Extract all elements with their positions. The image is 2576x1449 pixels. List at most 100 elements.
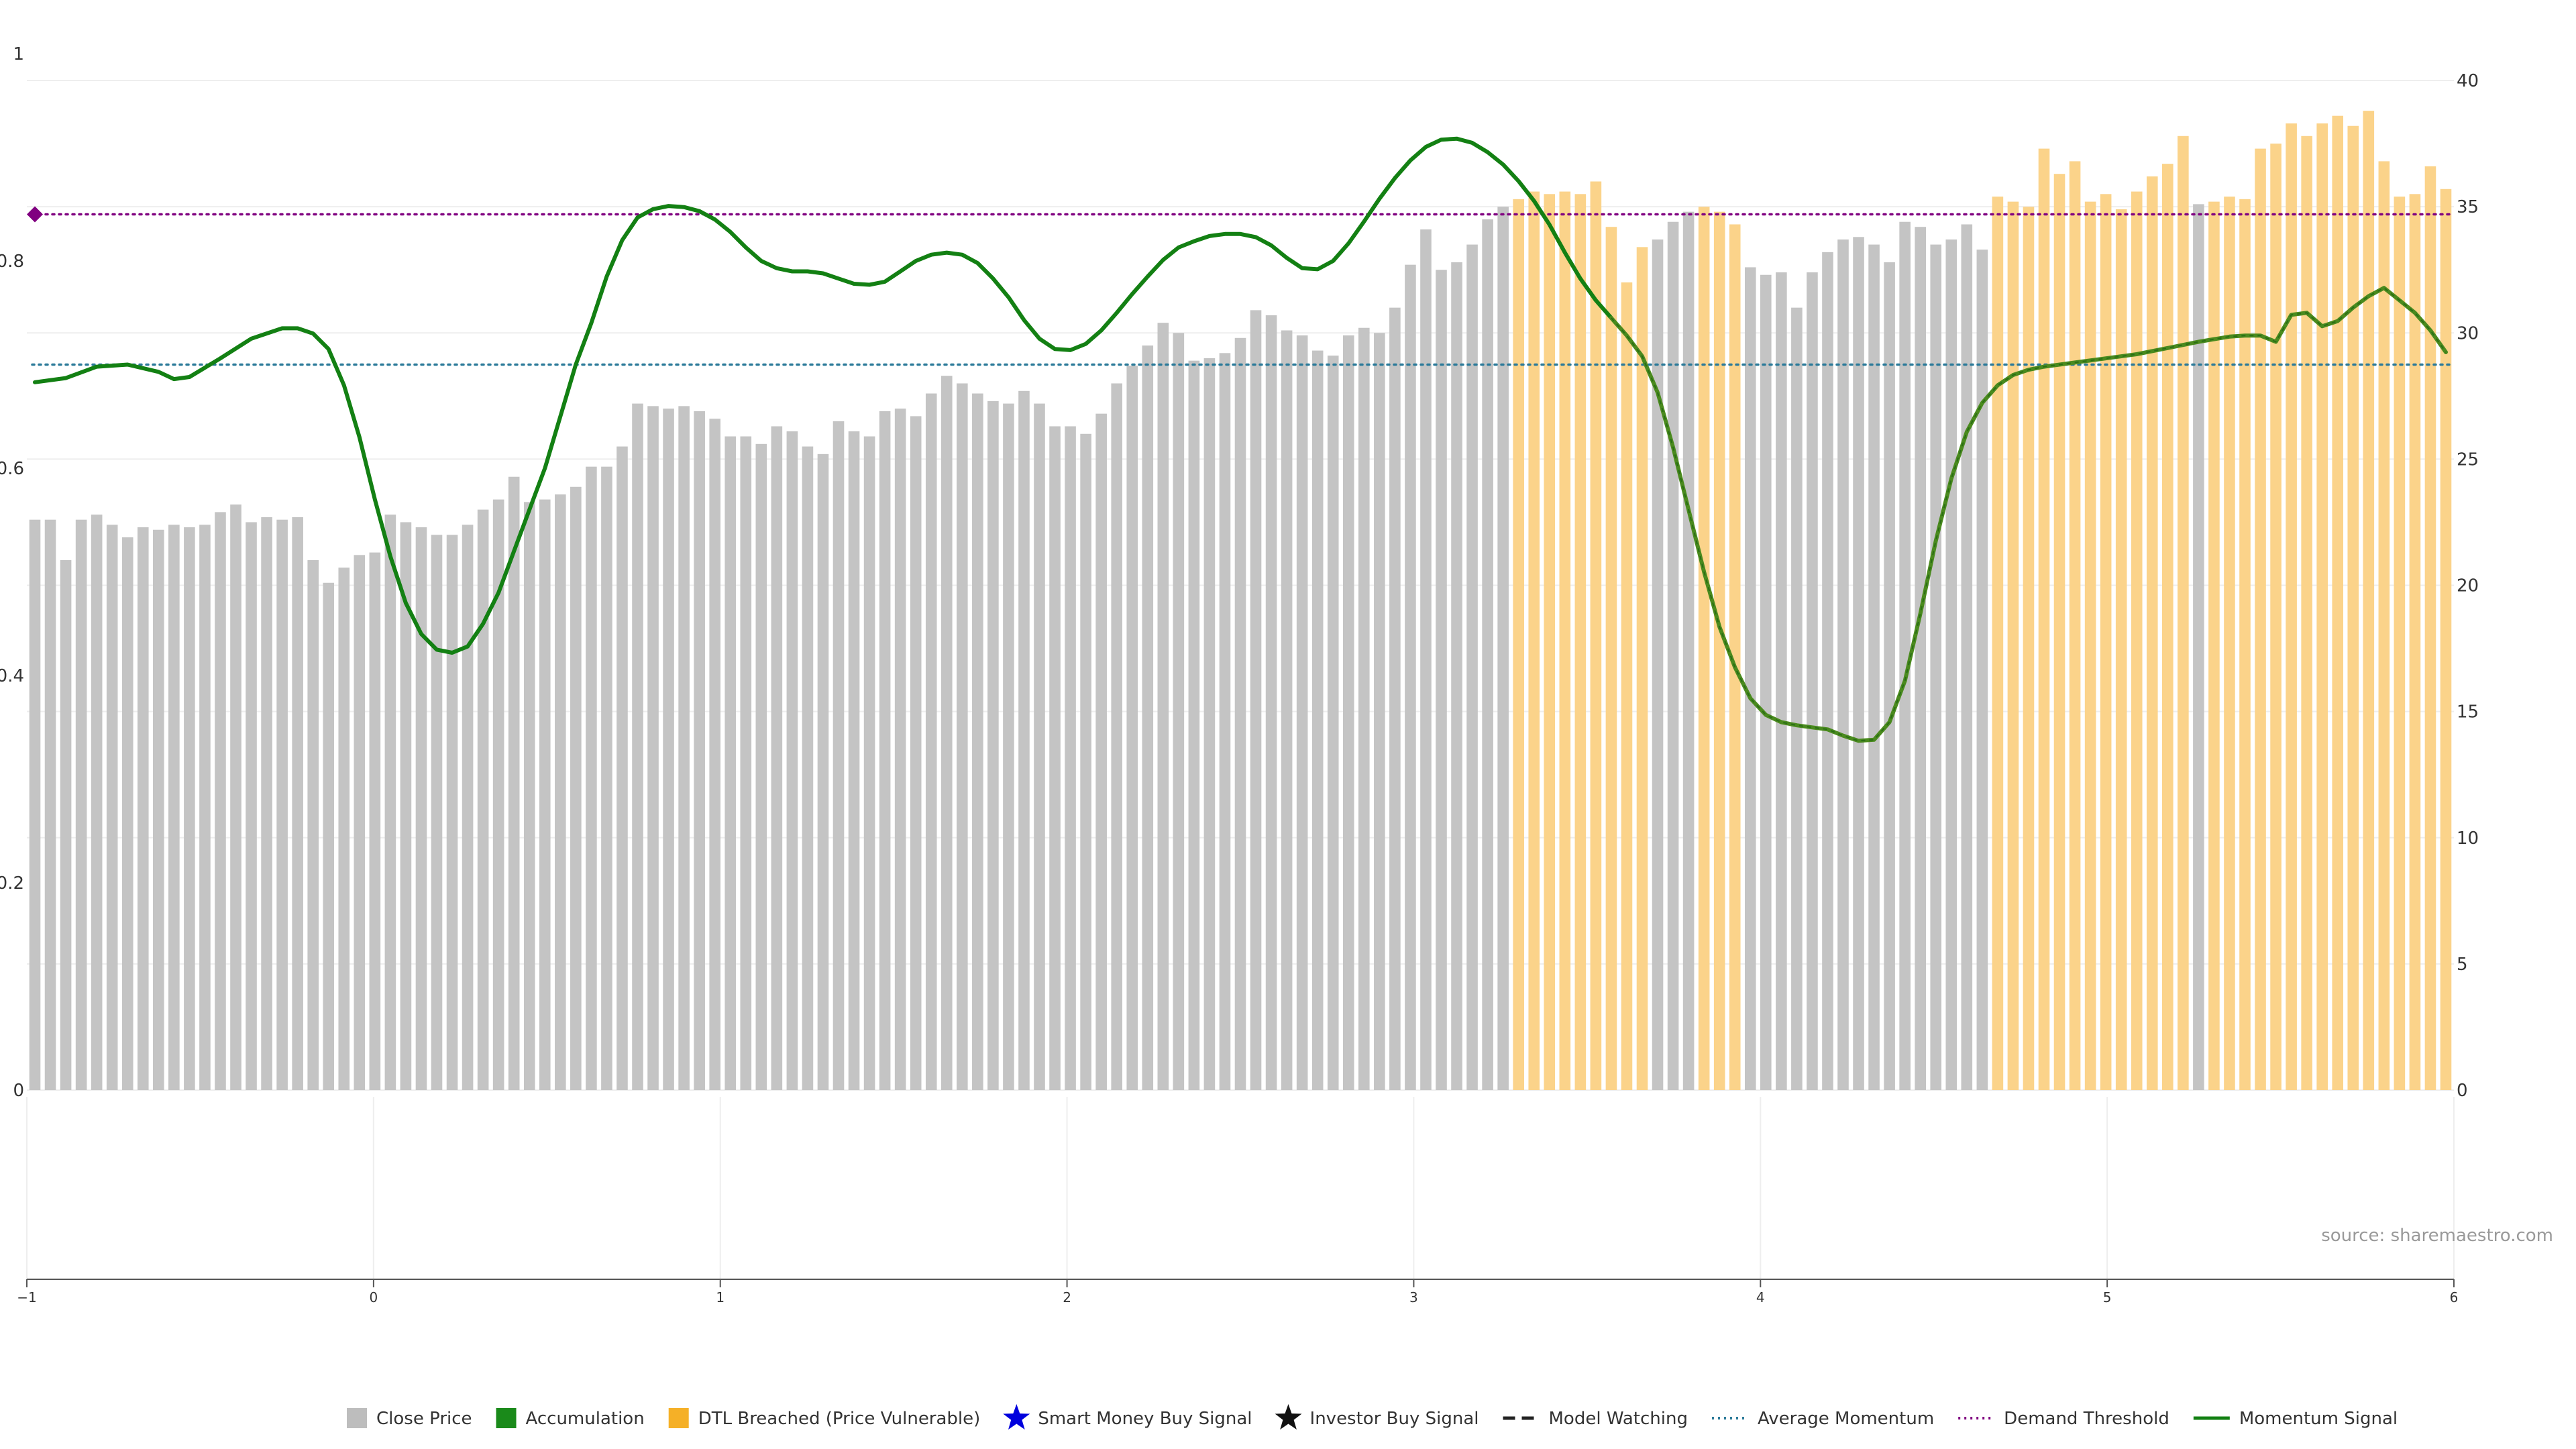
source-credit: source: sharemaestro.com: [2321, 1226, 2553, 1246]
legend: Close Price Accumulation DTL Breached (Pri…: [347, 1404, 2398, 1430]
close-price-bars: [29, 111, 2452, 1091]
left-axis-tick-label: 1: [13, 44, 24, 64]
bar-close-price: [1250, 310, 1262, 1090]
bar-dtl-breached: [2007, 201, 2019, 1091]
bar-close-price: [246, 522, 257, 1090]
bar-close-price: [307, 559, 319, 1091]
bar-close-price: [1111, 383, 1122, 1090]
bar-close-price: [508, 476, 520, 1090]
bar-dtl-breached: [2146, 176, 2158, 1091]
bar-close-price: [1667, 221, 1679, 1091]
bar-close-price: [740, 436, 752, 1090]
x-axis-tick-label: 5: [2103, 1289, 2112, 1305]
bar-close-price: [925, 393, 937, 1090]
bar-close-price: [1003, 403, 1014, 1090]
bar-close-price: [833, 421, 845, 1090]
bar-close-price: [431, 535, 443, 1090]
x-axis-tick-label: 0: [369, 1289, 378, 1305]
bar-close-price: [1776, 272, 1787, 1091]
bar-close-price: [601, 466, 612, 1090]
legend-item: DTL Breached (Price Vulnerable): [668, 1408, 981, 1429]
bar-dtl-breached: [2332, 115, 2344, 1090]
bar-close-price: [60, 559, 72, 1091]
model-watching-overlay: [1611, 287, 2447, 742]
bar-close-price: [1034, 403, 1045, 1090]
bar-dtl-breached: [2286, 123, 2297, 1091]
bar-close-price: [1884, 262, 1895, 1090]
bar-close-price: [1018, 390, 1030, 1090]
bar-close-price: [462, 525, 474, 1090]
bar-close-price: [1744, 267, 1756, 1090]
bar-dtl-breached: [2301, 136, 2312, 1090]
bar-close-price: [1853, 237, 1864, 1090]
bar-close-price: [2193, 204, 2204, 1090]
bar-close-price: [1173, 333, 1185, 1090]
bar-close-price: [354, 555, 366, 1090]
right-axis-tick-label: 10: [2457, 828, 2479, 849]
bar-close-price: [199, 525, 211, 1090]
momentum-signal-line: [33, 136, 1613, 655]
left-axis-tick-label: 0.2: [0, 873, 24, 894]
legend-label: Demand Threshold: [2004, 1409, 2169, 1429]
bar-dtl-breached: [2131, 191, 2143, 1090]
bar-close-price: [771, 426, 783, 1090]
bar-dtl-breached: [1528, 191, 1540, 1090]
x-axis-tick-label: 4: [1756, 1289, 1765, 1305]
bar-dtl-breached: [2178, 136, 2189, 1090]
bar-close-price: [523, 502, 535, 1090]
bar-dtl-breached: [2224, 197, 2235, 1091]
legend-item: Model Watching: [1503, 1409, 1688, 1429]
bar-dtl-breached: [2023, 207, 2035, 1091]
bar-dtl-breached: [1544, 194, 1556, 1090]
bar-dtl-breached: [1713, 211, 1725, 1090]
bar-close-price: [292, 517, 303, 1090]
bar-dtl-breached: [2038, 148, 2050, 1091]
legend-label: Momentum Signal: [2239, 1409, 2398, 1429]
bar-close-price: [29, 519, 41, 1090]
bar-dtl-breached: [1559, 191, 1571, 1090]
bar-close-price: [663, 409, 674, 1090]
right-axis-tick-label: 20: [2457, 576, 2479, 596]
bar-dtl-breached: [2363, 111, 2375, 1090]
bar-dtl-breached: [1574, 194, 1587, 1090]
bar-close-price: [1791, 307, 1803, 1091]
bar-close-price: [941, 376, 953, 1091]
bar-dtl-breached: [1621, 282, 1633, 1090]
x-axis-tick-label: 3: [1409, 1289, 1418, 1305]
right-axis-tick-label: 35: [2457, 197, 2479, 217]
bar-close-price: [1389, 307, 1401, 1091]
bar-close-price: [1095, 413, 1107, 1090]
bar-close-price: [1405, 264, 1416, 1090]
bar-dtl-breached: [2162, 164, 2174, 1090]
bar-close-price: [1311, 350, 1324, 1090]
bar-close-price: [1157, 323, 1169, 1091]
legend-label: DTL Breached (Price Vulnerable): [698, 1409, 981, 1429]
bar-close-price: [616, 446, 628, 1090]
right-axis-tick-label: 15: [2457, 702, 2479, 722]
legend-label: Accumulation: [526, 1409, 645, 1429]
bar-dtl-breached: [1513, 199, 1524, 1091]
bar-close-price: [1126, 366, 1138, 1091]
bar-close-price: [1142, 345, 1154, 1090]
legend-label: Close Price: [376, 1409, 472, 1429]
bar-close-price: [539, 499, 551, 1090]
bar-close-price: [415, 527, 427, 1090]
bar-close-price: [1203, 358, 1216, 1091]
bar-close-price: [987, 400, 999, 1090]
bar-close-price: [848, 431, 860, 1090]
legend-star-icon: [1275, 1404, 1302, 1430]
right-axis-tick-label: 30: [2457, 323, 2479, 343]
bar-close-price: [647, 406, 659, 1090]
legend-label: Model Watching: [1549, 1409, 1688, 1429]
x-axis-tick-label: 2: [1063, 1289, 1071, 1305]
demand-threshold-marker: [27, 206, 43, 223]
bar-close-price: [1466, 244, 1478, 1090]
bar-close-price: [555, 494, 566, 1090]
bar-close-price: [1961, 224, 1973, 1091]
bar-close-price: [75, 519, 87, 1090]
bar-close-price: [802, 446, 814, 1090]
right-axis-tick-label: 25: [2457, 449, 2479, 470]
bar-close-price: [1358, 327, 1370, 1091]
bar-close-price: [1296, 335, 1308, 1090]
